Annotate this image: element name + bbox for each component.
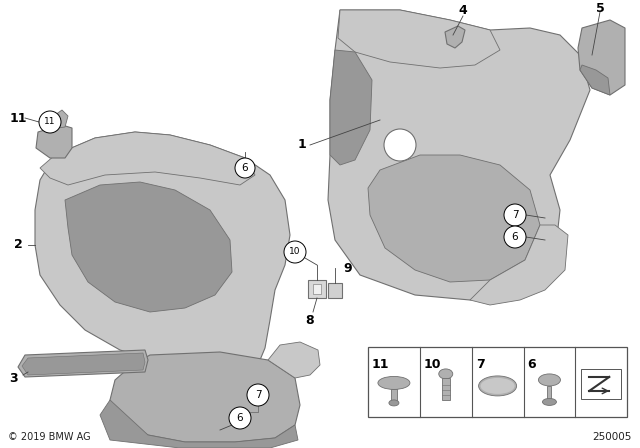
Text: 10: 10 bbox=[424, 358, 442, 371]
Text: 6: 6 bbox=[237, 413, 243, 423]
Polygon shape bbox=[328, 10, 590, 300]
Polygon shape bbox=[328, 283, 342, 298]
Polygon shape bbox=[338, 10, 500, 68]
Polygon shape bbox=[313, 284, 321, 294]
Polygon shape bbox=[470, 225, 568, 305]
Circle shape bbox=[39, 111, 61, 133]
Polygon shape bbox=[330, 50, 372, 165]
Polygon shape bbox=[36, 125, 72, 158]
Polygon shape bbox=[35, 132, 290, 368]
Text: 7: 7 bbox=[512, 210, 518, 220]
Bar bbox=[547, 386, 552, 402]
Polygon shape bbox=[65, 182, 232, 312]
Bar bbox=[368, 347, 627, 417]
Ellipse shape bbox=[538, 374, 561, 386]
Polygon shape bbox=[110, 352, 300, 442]
Text: 7: 7 bbox=[476, 358, 484, 371]
Polygon shape bbox=[368, 155, 540, 282]
Text: 3: 3 bbox=[10, 371, 19, 384]
Circle shape bbox=[229, 407, 251, 429]
Polygon shape bbox=[18, 350, 148, 377]
Text: 10: 10 bbox=[289, 247, 301, 257]
Circle shape bbox=[504, 204, 526, 226]
Text: 4: 4 bbox=[459, 4, 467, 17]
Text: 9: 9 bbox=[344, 262, 352, 275]
Text: 8: 8 bbox=[306, 314, 314, 327]
Ellipse shape bbox=[439, 369, 452, 379]
Text: 1: 1 bbox=[298, 138, 307, 151]
Polygon shape bbox=[22, 353, 145, 375]
Ellipse shape bbox=[378, 376, 410, 389]
Text: 6: 6 bbox=[512, 232, 518, 242]
Text: 6: 6 bbox=[527, 358, 536, 371]
Bar bbox=[391, 389, 397, 403]
Bar bbox=[442, 378, 450, 400]
Text: 2: 2 bbox=[13, 238, 22, 251]
Ellipse shape bbox=[543, 398, 556, 405]
Polygon shape bbox=[580, 65, 610, 95]
Ellipse shape bbox=[479, 376, 516, 396]
Polygon shape bbox=[578, 20, 625, 95]
Polygon shape bbox=[445, 26, 465, 48]
Text: 11: 11 bbox=[9, 112, 27, 125]
Circle shape bbox=[504, 226, 526, 248]
Text: 7: 7 bbox=[255, 390, 261, 400]
Text: 6: 6 bbox=[242, 163, 248, 173]
Text: 11: 11 bbox=[372, 358, 390, 371]
Polygon shape bbox=[100, 400, 298, 448]
Text: 5: 5 bbox=[596, 1, 604, 14]
Polygon shape bbox=[268, 342, 320, 378]
Circle shape bbox=[384, 129, 416, 161]
Circle shape bbox=[284, 241, 306, 263]
Text: 250005: 250005 bbox=[593, 432, 632, 442]
Polygon shape bbox=[40, 132, 255, 185]
Text: © 2019 BMW AG: © 2019 BMW AG bbox=[8, 432, 91, 442]
Ellipse shape bbox=[481, 378, 515, 394]
Bar bbox=[581, 369, 621, 399]
Circle shape bbox=[247, 384, 269, 406]
Text: 11: 11 bbox=[44, 117, 56, 126]
Polygon shape bbox=[308, 280, 326, 298]
Polygon shape bbox=[52, 110, 68, 128]
Ellipse shape bbox=[389, 400, 399, 406]
Circle shape bbox=[235, 158, 255, 178]
